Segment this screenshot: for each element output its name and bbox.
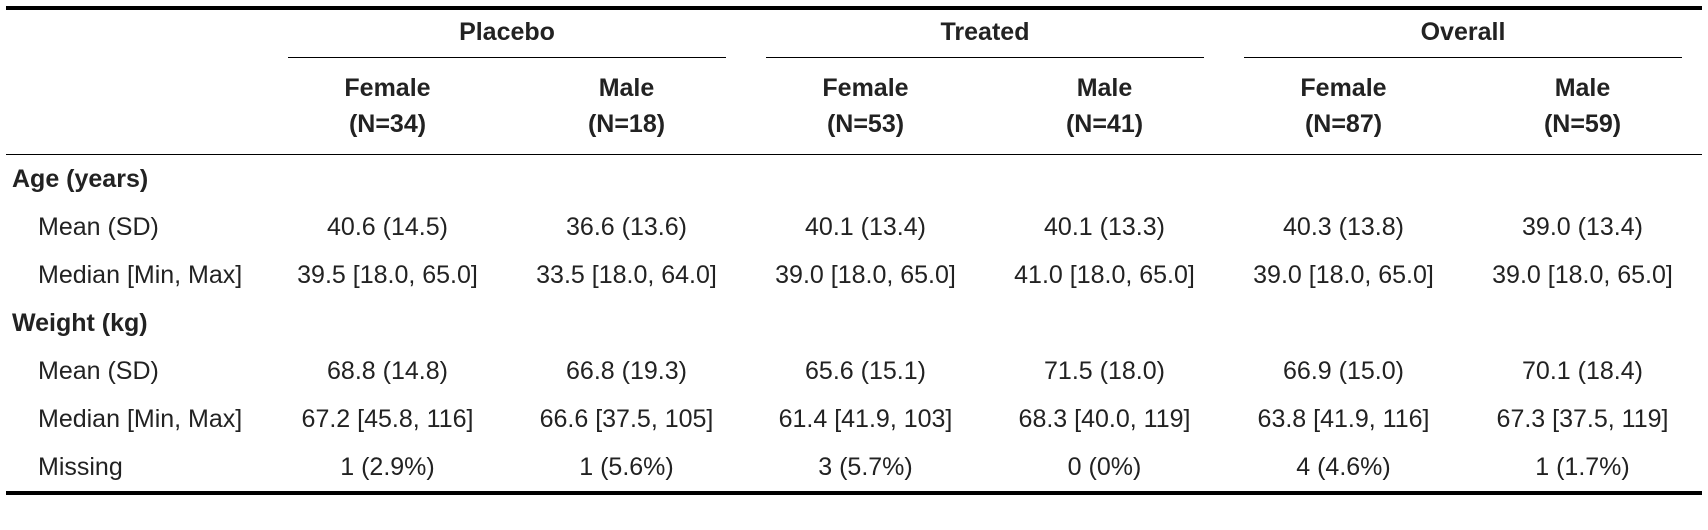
table-cell: 39.0 [18.0, 65.0] <box>1253 260 1434 289</box>
table-cell: 40.1 (13.3) <box>1044 212 1165 241</box>
column-header-placebo-female: Female (N=34) <box>268 58 507 155</box>
table-cell: 68.3 [40.0, 119] <box>1018 404 1191 433</box>
column-n: (N=41) <box>1065 110 1144 138</box>
table-cell: 39.0 (13.4) <box>1522 212 1643 241</box>
column-header-row: Female (N=34) Male (N=18) Female (N=53) Mal… <box>6 58 1702 155</box>
table-cell: 1 (1.7%) <box>1463 443 1702 495</box>
section-title: Age (years) <box>12 164 149 193</box>
table-cell: 71.5 (18.0) <box>1044 356 1165 385</box>
row-label: Median [Min, Max] <box>38 260 243 289</box>
table-row: Mean (SD) 68.8 (14.8) 66.8 (19.3) 65.6 (… <box>6 347 1702 395</box>
table-cell: 1 (5.6%) <box>507 443 746 495</box>
summary-table: Placebo Treated Overall Female (N=34) Mal… <box>6 6 1702 495</box>
empty-corner-cell <box>6 6 268 58</box>
table-cell: 63.8 [41.9, 116] <box>1257 404 1430 433</box>
column-header-treated-female: Female (N=53) <box>746 58 985 155</box>
row-label: Median [Min, Max] <box>38 404 243 433</box>
column-header-overall-male: Male (N=59) <box>1463 58 1702 155</box>
table-cell: 66.9 (15.0) <box>1283 356 1404 385</box>
table-row: Median [Min, Max] 39.5 [18.0, 65.0] 33.5… <box>6 251 1702 299</box>
group-header-placebo: Placebo <box>268 6 746 58</box>
table-cell: 40.6 (14.5) <box>327 212 448 241</box>
column-n: (N=87) <box>1304 110 1383 138</box>
group-header-label: Treated <box>766 10 1204 58</box>
table-cell: 67.2 [45.8, 116] <box>301 404 474 433</box>
row-label: Mean (SD) <box>38 212 159 241</box>
column-label: Female <box>1300 74 1387 102</box>
row-label: Mean (SD) <box>38 356 159 385</box>
column-label: Female <box>822 74 909 102</box>
table-cell: 67.3 [37.5, 119] <box>1496 404 1669 433</box>
table-cell: 68.8 (14.8) <box>327 356 448 385</box>
table-cell: 65.6 (15.1) <box>805 356 926 385</box>
section-title: Weight (kg) <box>12 308 148 337</box>
section-header-weight: Weight (kg) <box>6 299 1702 347</box>
table-cell: 36.6 (13.6) <box>566 212 687 241</box>
table-cell: 3 (5.7%) <box>746 443 985 495</box>
column-label: Male <box>598 74 655 102</box>
column-n: (N=34) <box>348 110 427 138</box>
column-label: Female <box>344 74 431 102</box>
table-cell: 70.1 (18.4) <box>1522 356 1643 385</box>
table-cell: 66.8 (19.3) <box>566 356 687 385</box>
group-header-row: Placebo Treated Overall <box>6 6 1702 58</box>
table-cell: 40.1 (13.4) <box>805 212 926 241</box>
table-cell: 39.0 [18.0, 65.0] <box>775 260 956 289</box>
column-n: (N=18) <box>587 110 666 138</box>
column-header-overall-female: Female (N=87) <box>1224 58 1463 155</box>
empty-label-header <box>6 58 268 155</box>
table-row: Missing 1 (2.9%) 1 (5.6%) 3 (5.7%) 0 (0%… <box>6 443 1702 495</box>
column-label: Male <box>1554 74 1611 102</box>
table-cell: 61.4 [41.9, 103] <box>778 404 953 433</box>
table-cell: 40.3 (13.8) <box>1283 212 1404 241</box>
table-cell: 39.0 [18.0, 65.0] <box>1492 260 1673 289</box>
table-row: Mean (SD) 40.6 (14.5) 36.6 (13.6) 40.1 (… <box>6 203 1702 251</box>
table-cell: 4 (4.6%) <box>1224 443 1463 495</box>
group-header-label: Overall <box>1244 10 1682 58</box>
table-cell: 33.5 [18.0, 64.0] <box>536 260 717 289</box>
group-header-label: Placebo <box>288 10 726 58</box>
row-label: Missing <box>6 443 268 495</box>
table-cell: 0 (0%) <box>985 443 1224 495</box>
table-cell: 39.5 [18.0, 65.0] <box>297 260 478 289</box>
table-cell: 41.0 [18.0, 65.0] <box>1014 260 1195 289</box>
column-label: Male <box>1076 74 1133 102</box>
column-n: (N=59) <box>1543 110 1622 138</box>
section-header-age: Age (years) <box>6 155 1702 204</box>
column-header-placebo-male: Male (N=18) <box>507 58 746 155</box>
table-cell: 66.6 [37.5, 105] <box>539 404 714 433</box>
group-header-treated: Treated <box>746 6 1224 58</box>
column-header-treated-male: Male (N=41) <box>985 58 1224 155</box>
table-row: Median [Min, Max] 67.2 [45.8, 116] 66.6 … <box>6 395 1702 443</box>
column-n: (N=53) <box>826 110 905 138</box>
table-cell: 1 (2.9%) <box>268 443 507 495</box>
group-header-overall: Overall <box>1224 6 1702 58</box>
